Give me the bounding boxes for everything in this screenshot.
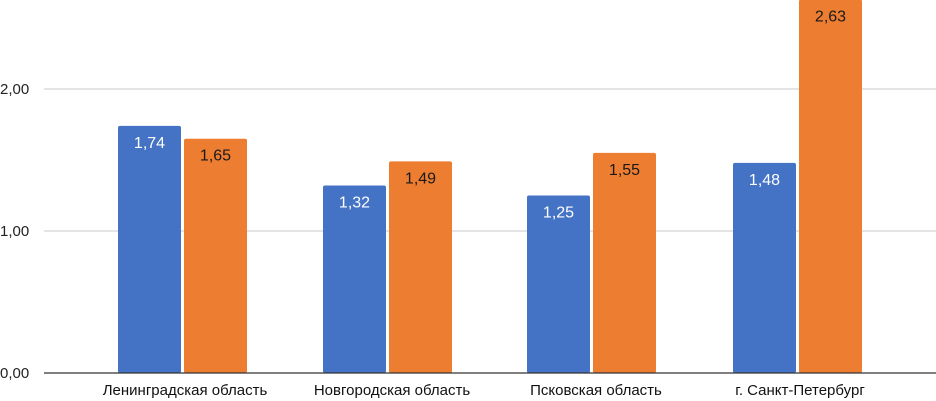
category-label: Псковская область xyxy=(530,382,662,399)
y-tick-label: 2,00 xyxy=(0,81,29,98)
category-label: Новгородская область xyxy=(314,382,470,399)
category-label: Ленинградская область xyxy=(103,382,268,399)
data-label: 2,63 xyxy=(815,9,846,26)
bar-series-1-1 xyxy=(118,125,181,373)
bar-series-1-3 xyxy=(527,195,590,373)
data-label: 1,25 xyxy=(543,205,574,222)
y-tick-label: 1,00 xyxy=(0,223,29,240)
data-label: 1,48 xyxy=(749,172,780,189)
bars xyxy=(118,0,862,373)
data-label: 1,55 xyxy=(609,162,640,179)
bar-series-2-1 xyxy=(184,138,247,373)
bar-series-2-4 xyxy=(799,0,862,373)
bar-series-1-2 xyxy=(323,185,386,373)
bar-series-1-4 xyxy=(733,162,796,373)
data-label: 1,65 xyxy=(200,148,231,165)
data-label: 1,32 xyxy=(339,195,370,212)
data-label: 1,74 xyxy=(134,135,165,152)
bar-series-2-3 xyxy=(593,152,656,373)
data-label: 1,49 xyxy=(405,170,436,187)
labels: 0,00 1,00 2,00 1,74 1,65 Ленинградская област… xyxy=(0,9,865,399)
bar-series-2-2 xyxy=(389,161,452,373)
category-label: г. Санкт-Петербург xyxy=(735,382,865,399)
y-tick-label: 0,00 xyxy=(0,365,29,382)
